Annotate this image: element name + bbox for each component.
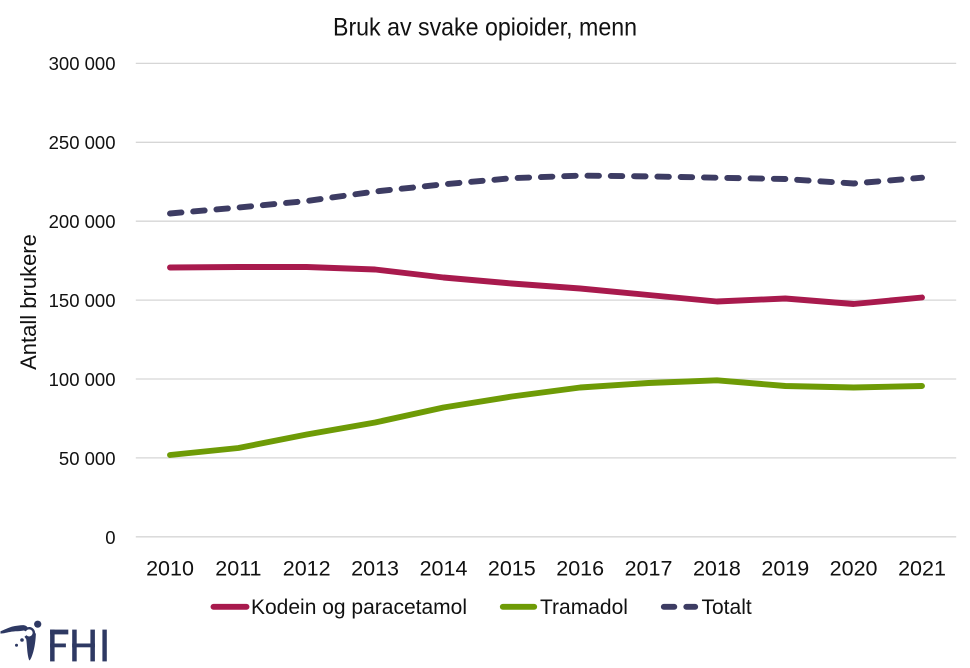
svg-text:Kodein og paracetamol: Kodein og paracetamol bbox=[251, 596, 467, 619]
svg-text:Bruk av svake opioider, menn: Bruk av svake opioider, menn bbox=[333, 13, 637, 41]
svg-text:2013: 2013 bbox=[351, 556, 399, 580]
svg-text:250 000: 250 000 bbox=[49, 132, 116, 153]
svg-text:2020: 2020 bbox=[830, 556, 878, 580]
svg-text:100 000: 100 000 bbox=[49, 369, 116, 390]
svg-text:Totalt: Totalt bbox=[702, 596, 752, 619]
svg-text:2014: 2014 bbox=[420, 556, 468, 580]
svg-text:2017: 2017 bbox=[625, 556, 673, 580]
svg-text:2010: 2010 bbox=[146, 556, 194, 580]
svg-text:50 000: 50 000 bbox=[59, 448, 116, 469]
svg-text:300 000: 300 000 bbox=[49, 53, 116, 74]
svg-text:2019: 2019 bbox=[761, 556, 809, 580]
svg-text:200 000: 200 000 bbox=[49, 211, 116, 232]
svg-text:2016: 2016 bbox=[556, 556, 604, 580]
svg-text:0: 0 bbox=[105, 527, 115, 548]
svg-text:2021: 2021 bbox=[898, 556, 946, 580]
svg-text:2012: 2012 bbox=[283, 556, 331, 580]
svg-text:150 000: 150 000 bbox=[49, 290, 116, 311]
svg-text:Tramadol: Tramadol bbox=[540, 596, 628, 619]
svg-text:2018: 2018 bbox=[693, 556, 741, 580]
svg-text:Antall brukere: Antall brukere bbox=[16, 234, 41, 370]
svg-text:2011: 2011 bbox=[215, 556, 261, 580]
svg-text:2015: 2015 bbox=[488, 556, 536, 580]
